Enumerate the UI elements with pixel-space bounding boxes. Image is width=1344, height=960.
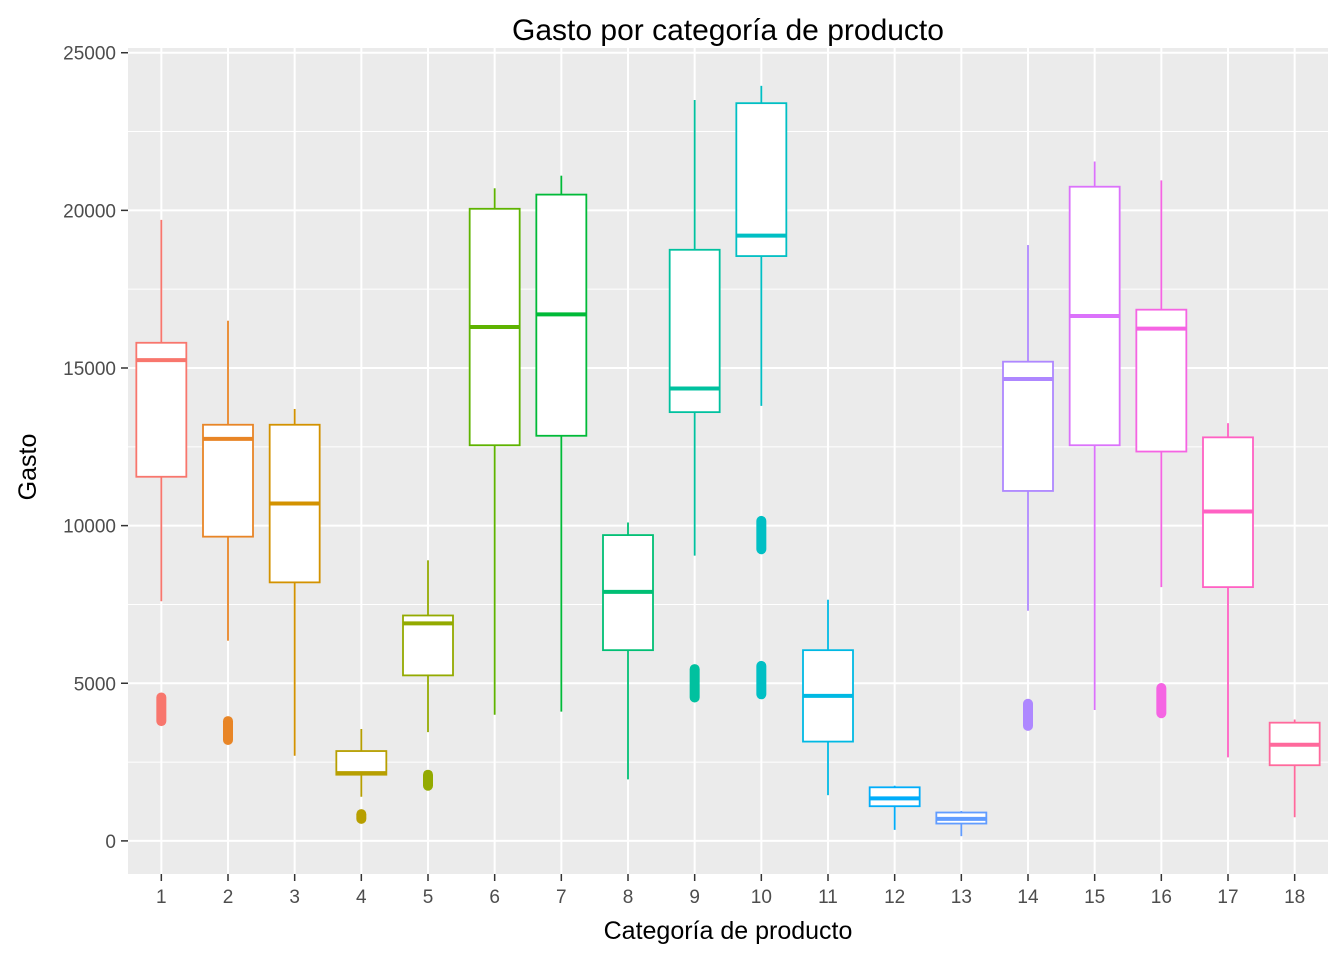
boxplot-category-7 — [535, 175, 588, 712]
boxplot-category-3 — [268, 408, 321, 756]
box-iqr — [735, 102, 788, 257]
boxplot-category-2 — [202, 320, 254, 746]
x-tick-label: 6 — [489, 887, 500, 908]
boxplot-category-5 — [402, 560, 454, 791]
boxplot-category-17 — [1202, 423, 1254, 758]
y-tick-label: 25000 — [63, 44, 116, 65]
box-iqr — [1135, 308, 1188, 453]
x-axis-title: Categoría de producto — [604, 917, 853, 945]
x-tick-label: 14 — [1017, 887, 1039, 908]
x-tick-label: 7 — [556, 887, 567, 908]
boxplot-category-16 — [1135, 180, 1188, 719]
x-tick-label: 15 — [1084, 887, 1105, 908]
box-iqr — [135, 341, 188, 478]
plot-panel-background — [128, 48, 1328, 874]
chart-title: Gasto por categoría de producto — [512, 14, 944, 47]
boxplot-category-15 — [1068, 161, 1121, 711]
x-tick-label: 12 — [884, 887, 905, 908]
boxplot-category-18 — [1268, 719, 1321, 818]
x-tick-label: 9 — [689, 887, 700, 908]
x-tick-label: 17 — [1217, 887, 1238, 908]
y-tick-label: 20000 — [63, 201, 116, 222]
x-tick-label: 2 — [223, 887, 234, 908]
boxplot-category-9 — [668, 100, 721, 703]
boxplot-category-6 — [468, 188, 521, 715]
box-iqr — [402, 614, 454, 677]
y-tick-label: 10000 — [63, 517, 116, 538]
y-tick-label: 15000 — [63, 359, 116, 380]
box-iqr — [1002, 360, 1054, 492]
boxplot-category-14 — [1002, 245, 1054, 731]
y-axis-title: Gasto — [14, 434, 42, 501]
x-tick-label: 5 — [423, 887, 434, 908]
x-tick-label: 3 — [289, 887, 300, 908]
y-tick-label: 5000 — [74, 674, 116, 695]
x-tick-label: 10 — [751, 887, 772, 908]
x-tick-label: 4 — [356, 887, 367, 908]
box-iqr — [202, 423, 254, 538]
y-tick-label: 0 — [105, 832, 116, 853]
boxplot-category-8 — [602, 522, 654, 780]
x-tick-label: 13 — [951, 887, 972, 908]
x-tick-label: 1 — [156, 887, 167, 908]
boxplot-category-10 — [735, 85, 788, 700]
x-tick-label: 11 — [818, 887, 838, 908]
x-tick-label: 8 — [623, 887, 634, 908]
boxplot-category-4 — [335, 728, 388, 824]
x-tick-label: 16 — [1151, 887, 1172, 908]
boxplot-category-1 — [135, 219, 188, 727]
boxplot-category-13 — [935, 810, 988, 837]
boxplot-category-11 — [802, 599, 854, 796]
x-tick-label: 18 — [1284, 887, 1305, 908]
boxplot-category-12 — [868, 785, 921, 830]
box-iqr — [668, 248, 721, 414]
